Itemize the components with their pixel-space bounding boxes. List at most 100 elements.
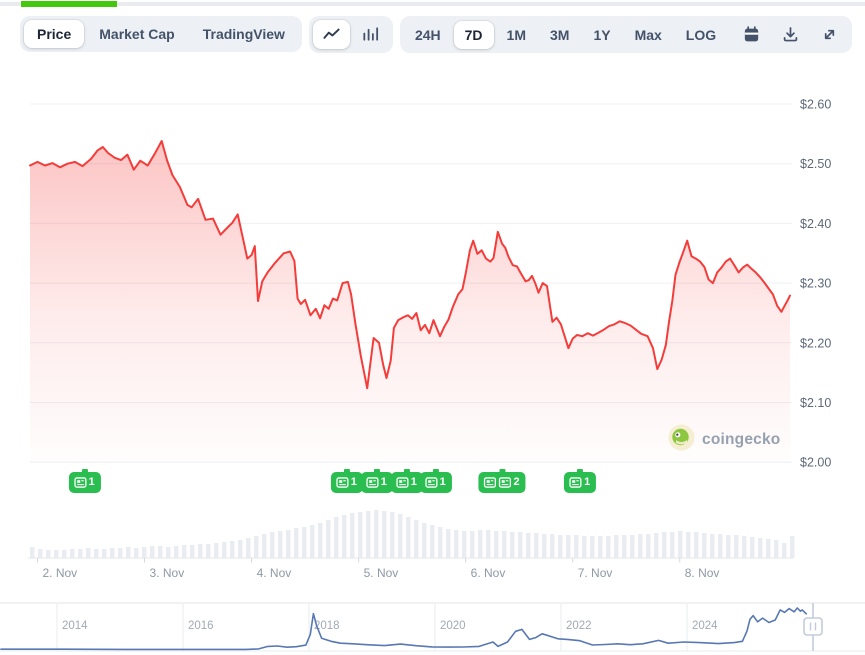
volume-bar [502,531,507,558]
y-axis-label: $2.50 [800,157,831,171]
y-axis-label: $2.30 [800,277,831,291]
volume-bar [62,550,67,558]
volume-bar [486,530,491,558]
news-event-badge[interactable]: 1 [390,469,423,493]
volume-bar [702,533,707,558]
news-event-badge[interactable]: 1 [330,469,363,493]
volume-bar [526,533,531,558]
news-event-badge[interactable]: 1 [419,469,452,493]
range-7d[interactable]: 7D [453,20,494,49]
volume-bar [638,534,643,558]
volume-bar [350,513,355,558]
price-area-fill [30,141,790,463]
chart-type-toggle [308,16,393,53]
volume-bar [542,534,547,558]
volume-bar [86,548,91,558]
range-24h[interactable]: 24H [404,21,452,49]
range-1m[interactable]: 1M [496,21,537,49]
news-icon [569,477,582,488]
volume-bar [366,511,371,558]
news-icon [483,477,497,488]
volume-bar [30,547,35,558]
volume-bar [342,515,347,558]
news-icon [366,477,379,488]
range-3m[interactable]: 3M [539,21,580,49]
volume-bar [630,535,635,558]
price-chart[interactable]: $2.60 $2.50 $2.40 $2.30 $2.20 $2.10 $2.00 2. No… [0,88,865,655]
volume-bar [534,533,539,558]
volume-bar [150,546,155,558]
volume-bar [614,535,619,558]
volume-bar [566,535,571,558]
tab-market-cap[interactable]: Market Cap [86,20,187,48]
top-divider-line [0,2,865,6]
news-icon [73,477,87,488]
volume-bar [510,532,515,558]
news-icon [336,477,349,488]
volume-bar [294,528,299,558]
volume-bar [190,545,195,558]
volume-bar [118,548,123,558]
range-max[interactable]: Max [624,21,673,49]
volume-bar [414,520,419,558]
volume-bar [694,532,699,558]
download-button[interactable] [772,20,809,49]
volume-bar [742,536,747,558]
volume-bar [406,517,411,558]
volume-bar [78,549,83,558]
news-event-badge[interactable]: 1 [68,469,101,493]
volume-bar [126,547,131,558]
volume-bar [254,536,259,558]
volume-bar [302,527,307,558]
range-1y[interactable]: 1Y [582,21,621,49]
volume-bar [710,534,715,558]
volume-bar [662,532,667,558]
navigator-range-handle[interactable] [803,603,823,651]
volume-bar [214,543,219,558]
navigator-year-label: 2024 [692,620,718,632]
y-axis-label: $2.60 [800,98,831,112]
volume-bar [766,539,771,558]
news-event-badge[interactable]: 2 [478,469,526,493]
navigator-year-label: 2014 [62,620,88,632]
volume-bar [678,531,683,558]
navigator-year-label: 2020 [440,620,466,632]
date-picker-button[interactable] [733,20,770,49]
volume-bar [166,547,171,558]
volume-bar [222,542,227,558]
volume-bar [46,550,51,558]
news-count: 2 [513,476,520,488]
volume-bar [518,532,523,558]
volume-bar [726,535,731,558]
line-chart-button[interactable] [312,20,350,49]
news-icon [396,477,409,488]
volume-bar [110,548,115,558]
volume-bar [278,531,283,558]
navigator-year-label: 2016 [188,620,214,632]
x-axis-label: 2. Nov [42,566,77,580]
news-event-badge[interactable]: 1 [564,469,597,493]
volume-bar [174,546,179,558]
tab-tradingview[interactable]: TradingView [190,20,298,48]
news-event-badge[interactable]: 1 [360,469,393,493]
volume-bar [310,525,315,558]
volume-bar [238,540,243,558]
tab-price[interactable]: Price [24,20,85,48]
volume-bar [494,531,499,558]
news-count: 1 [350,476,357,488]
fullscreen-button[interactable] [811,20,848,49]
download-icon [781,25,800,44]
line-chart-icon [322,25,341,44]
x-axis-label: 6. Nov [471,566,506,580]
volume-bar [358,512,363,558]
volume-bar [102,549,107,558]
volume-bar [686,532,691,558]
y-axis-label: $2.00 [800,456,831,470]
bar-chart-button[interactable] [352,20,389,49]
volume-bar [334,517,339,558]
volume-bar [182,545,187,558]
x-axis-label: 7. Nov [578,566,613,580]
log-scale-toggle[interactable]: LOG [675,21,727,49]
expand-icon [820,25,839,44]
volume-bar [230,541,235,558]
